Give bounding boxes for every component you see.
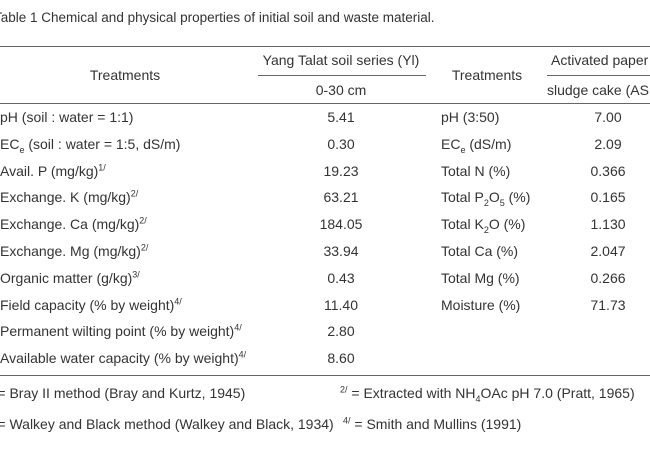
subscript: 5 bbox=[499, 198, 505, 209]
parameter-cell: Total Ca (%) bbox=[441, 243, 519, 259]
superscript: 4/ bbox=[174, 295, 182, 306]
text-run: Permanent wilting point (% by weight) bbox=[0, 323, 235, 340]
value-cell: 7.00 bbox=[594, 109, 622, 125]
text-run: = Walkey and Black method (Walkey and Bl… bbox=[0, 416, 334, 432]
parameter-cell: Permanent wilting point (% by weight)4/ bbox=[0, 323, 242, 339]
value-cell: 2.80 bbox=[327, 323, 355, 340]
value-cell: 2.09 bbox=[594, 135, 622, 152]
superscript: 4/ bbox=[238, 349, 247, 360]
text-run: Exchange. Ca (mg/kg) bbox=[0, 216, 140, 233]
text-run: (dS/m) bbox=[465, 135, 512, 152]
superscript: 3/ bbox=[132, 269, 140, 280]
top-rule bbox=[0, 46, 650, 47]
parameter-cell: Organic matter (g/kg)3/ bbox=[0, 270, 140, 286]
parameter-cell: Total Mg (%) bbox=[441, 269, 520, 286]
text-run: Available water capacity (% by weight) bbox=[0, 350, 239, 367]
value-cell: 11.40 bbox=[324, 296, 358, 313]
parameter-cell: ECe (dS/m) bbox=[441, 135, 512, 155]
text-run: Avail. P (mg/kg) bbox=[0, 162, 99, 179]
footnote: 3/ = Walkey and Black method (Walkey and… bbox=[0, 416, 334, 432]
text-run: = Extracted with NH bbox=[347, 385, 476, 401]
text-run: O bbox=[488, 189, 500, 206]
bottom-rule bbox=[0, 375, 650, 376]
value-cell: 0.165 bbox=[590, 189, 626, 206]
parameter-cell: Moisture (%) bbox=[441, 296, 521, 313]
parameter-cell: Exchange. K (mg/kg)2/ bbox=[0, 189, 138, 205]
footnote: 1/ = Bray II method (Bray and Kurtz, 194… bbox=[0, 385, 245, 401]
superscript: 2/ bbox=[340, 384, 348, 395]
text-run: EC bbox=[441, 135, 461, 152]
header-cell: 0-30 cm bbox=[315, 82, 367, 98]
parameter-cell: Avail. P (mg/kg)1/ bbox=[0, 161, 106, 179]
parameter-cell: ECe (soil : water = 1:5, dS/m) bbox=[0, 135, 181, 155]
parameter-cell: Exchange. Ca (mg/kg)2/ bbox=[0, 216, 147, 232]
subscript: 2 bbox=[483, 198, 489, 209]
value-cell: 5.41 bbox=[327, 109, 355, 125]
text-run: O (%) bbox=[488, 216, 526, 233]
subscript: e bbox=[460, 144, 466, 155]
value-cell: 33.94 bbox=[323, 243, 359, 259]
value-cell: 0.43 bbox=[327, 269, 355, 286]
value-cell: 0.30 bbox=[327, 135, 355, 152]
text-run: Exchange. Mg (mg/kg) bbox=[0, 243, 141, 259]
text-run: EC bbox=[0, 135, 20, 152]
value-cell: 0.266 bbox=[590, 269, 626, 286]
table-title: Table 1 Chemical and physical properties… bbox=[0, 10, 435, 25]
superscript: 1/ bbox=[98, 161, 106, 172]
subscript: 4 bbox=[475, 393, 481, 404]
text-run: OAc pH 7.0 (Pratt, 1965) bbox=[480, 385, 635, 401]
text-run: Total P bbox=[441, 189, 484, 206]
superscript: 2/ bbox=[140, 242, 149, 253]
parameter-cell: Total N (%) bbox=[441, 162, 511, 179]
text-run: Organic matter (g/kg) bbox=[0, 269, 133, 286]
value-cell: 184.05 bbox=[319, 216, 363, 233]
footnote: 2/ = Extracted with NH4OAc pH 7.0 (Pratt… bbox=[340, 384, 635, 404]
value-cell: 8.60 bbox=[327, 350, 355, 367]
text-run: = Smith and Mullins (1991) bbox=[350, 416, 522, 432]
header-rule bbox=[258, 75, 426, 76]
header-bottom-rule bbox=[0, 103, 650, 104]
parameter-cell: Exchange. Mg (mg/kg)2/ bbox=[0, 243, 148, 259]
value-cell: 19.23 bbox=[323, 162, 359, 179]
parameter-cell: pH (soil : water = 1:1) bbox=[0, 109, 134, 125]
header-cell: sludge cake (AS bbox=[547, 82, 649, 98]
header-cell: Treatments bbox=[451, 67, 523, 83]
value-cell: 63.21 bbox=[323, 189, 359, 206]
text-run: (%) bbox=[504, 189, 531, 206]
header-rule bbox=[547, 75, 650, 76]
parameter-cell: Total K2O (%) bbox=[441, 216, 526, 235]
value-cell: 1.130 bbox=[590, 216, 626, 233]
subscript: 2 bbox=[483, 224, 489, 235]
footnote: 4/ = Smith and Mullins (1991) bbox=[343, 416, 521, 432]
text-run: (soil : water = 1:5, dS/m) bbox=[24, 135, 181, 152]
value-cell: 2.047 bbox=[590, 243, 626, 259]
header-cell: Treatments bbox=[89, 67, 161, 83]
parameter-cell: Total P2O5 (%) bbox=[441, 189, 531, 209]
value-cell: 0.366 bbox=[590, 162, 626, 179]
superscript: 4/ bbox=[343, 415, 351, 426]
text-run: Total K bbox=[441, 216, 484, 233]
subscript: e bbox=[19, 144, 25, 155]
superscript: 2/ bbox=[139, 215, 147, 226]
parameter-cell: Field capacity (% by weight)4/ bbox=[0, 295, 182, 313]
header-cell: Activated paper bbox=[551, 52, 649, 68]
superscript: 4/ bbox=[234, 322, 242, 333]
text-run: Field capacity (% by weight) bbox=[0, 296, 175, 313]
text-run: = Bray II method (Bray and Kurtz, 1945) bbox=[0, 385, 246, 401]
parameter-cell: Available water capacity (% by weight)4/ bbox=[0, 350, 246, 366]
superscript: 2/ bbox=[130, 188, 139, 199]
header-cell: Yang Talat soil series (Yl) bbox=[262, 52, 420, 68]
parameter-cell: pH (3:50) bbox=[441, 109, 500, 125]
value-cell: 71.73 bbox=[590, 296, 626, 313]
text-run: Exchange. K (mg/kg) bbox=[0, 189, 131, 206]
